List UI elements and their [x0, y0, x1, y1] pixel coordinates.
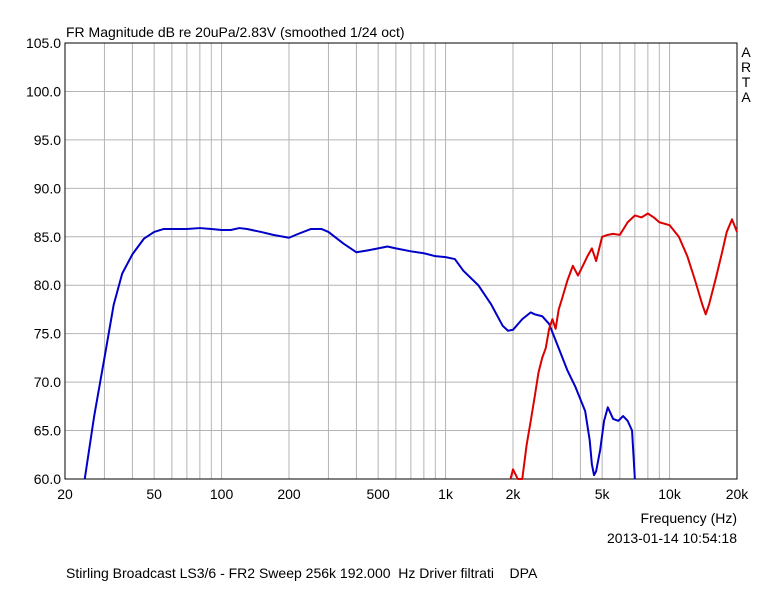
x-tick-label: 500 — [366, 486, 390, 502]
series-line-1 — [83, 227, 636, 480]
x-tick-label: 20 — [57, 486, 73, 502]
y-tick-label: 65.0 — [34, 423, 61, 439]
grid — [65, 43, 737, 479]
y-tick-label: 105.0 — [26, 35, 61, 51]
watermark-letter: A — [741, 89, 751, 105]
x-tick-label: 50 — [146, 486, 162, 502]
watermark-letter: A — [741, 44, 751, 60]
watermark-letter: T — [742, 74, 751, 90]
watermark-letter: R — [741, 59, 751, 75]
x-axis-label: Frequency (Hz) — [641, 510, 737, 526]
x-tick-label: 1k — [438, 486, 454, 502]
tick-labels: 20 50 100 200 500 1k 2k 5k 10k 20k 60.0 65.0 70.0 75.… — [26, 35, 749, 502]
y-tick-label: 100.0 — [26, 83, 61, 99]
x-tick-label: 100 — [210, 486, 234, 502]
y-tick-label: 75.0 — [34, 326, 61, 342]
series-line-2 — [509, 212, 738, 480]
y-tick-label: 70.0 — [34, 374, 61, 390]
series-layer — [83, 212, 738, 480]
y-tick-label: 95.0 — [34, 132, 61, 148]
plot-frame — [64, 42, 738, 480]
timestamp: 2013-01-14 10:54:18 — [607, 530, 737, 546]
x-tick-label: 20k — [726, 486, 750, 502]
y-tick-label: 90.0 — [34, 180, 61, 196]
y-tick-label: 60.0 — [34, 471, 61, 487]
y-tick-label: 85.0 — [34, 229, 61, 245]
y-tick-label: 80.0 — [34, 277, 61, 293]
caption: Stirling Broadcast LS3/6 - FR2 Sweep 256… — [66, 565, 538, 581]
x-tick-label: 5k — [595, 486, 611, 502]
x-tick-label: 200 — [277, 486, 301, 502]
x-tick-label: 2k — [506, 486, 522, 502]
x-tick-label: 10k — [658, 486, 682, 502]
chart-title: FR Magnitude dB re 20uPa/2.83V (smoothed… — [66, 24, 405, 40]
